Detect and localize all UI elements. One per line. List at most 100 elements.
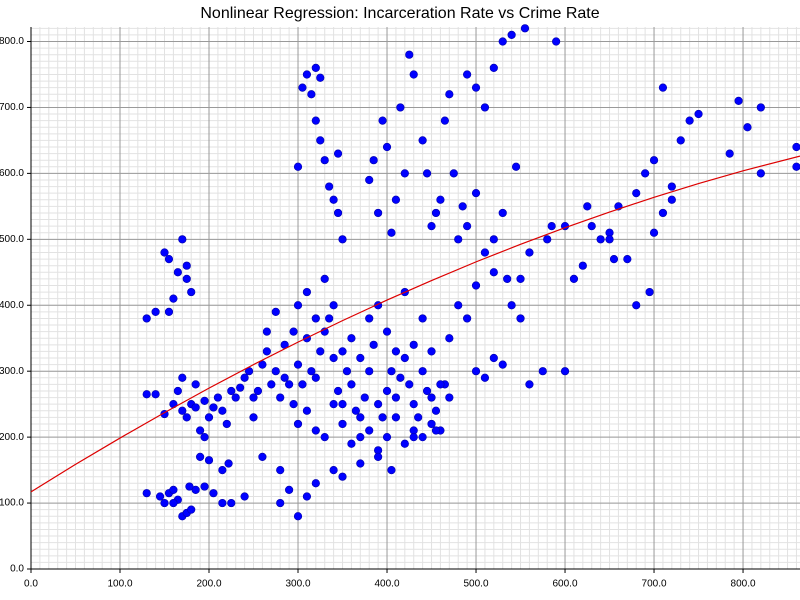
- y-tick-label: 600.0: [0, 168, 24, 179]
- scatter-point: [182, 274, 191, 283]
- scatter-point: [427, 222, 436, 231]
- scatter-point: [365, 314, 374, 323]
- scatter-point: [725, 149, 734, 158]
- scatter-point: [285, 485, 294, 494]
- scatter-point: [623, 254, 632, 264]
- x-tick-label: 800.0: [731, 579, 756, 590]
- x-tick-label: 500.0: [464, 579, 489, 590]
- scatter-point: [382, 386, 392, 396]
- scatter-point: [463, 222, 472, 231]
- scatter-point: [333, 208, 343, 218]
- scatter-point: [552, 37, 561, 46]
- scatter-point: [293, 301, 303, 310]
- scatter-point: [311, 116, 320, 125]
- scatter-point: [440, 116, 449, 125]
- scatter-point: [316, 347, 325, 356]
- scatter-point: [329, 465, 338, 475]
- scatter-point: [480, 373, 490, 382]
- scatter-point: [182, 413, 191, 422]
- scatter-point: [463, 314, 472, 323]
- scatter-point: [507, 30, 516, 40]
- scatter-point: [400, 169, 409, 178]
- scatter-point: [418, 367, 427, 376]
- scatter-point: [325, 182, 334, 191]
- scatter-point: [756, 169, 765, 178]
- scatter-point: [249, 393, 258, 402]
- scatter-point: [325, 314, 334, 323]
- scatter-point: [480, 248, 490, 257]
- scatter-point: [289, 400, 298, 409]
- scatter-point: [378, 116, 387, 125]
- scatter-point: [169, 485, 178, 494]
- scatter-point: [338, 347, 347, 356]
- scatter-point: [320, 433, 329, 442]
- scatter-point: [649, 156, 659, 165]
- scatter-point: [271, 307, 280, 316]
- scatter-point: [338, 472, 347, 481]
- scatter-point: [240, 373, 249, 382]
- scatter-point: [471, 367, 481, 376]
- scatter-point: [320, 274, 329, 283]
- scatter-point: [240, 492, 249, 501]
- scatter-point: [187, 505, 196, 514]
- scatter-point: [369, 156, 378, 165]
- scatter-point: [387, 367, 396, 376]
- scatter-point: [387, 465, 396, 475]
- scatter-point: [409, 340, 418, 349]
- scatter-point: [271, 367, 280, 376]
- scatter-point: [333, 386, 343, 396]
- scatter-point: [489, 268, 498, 277]
- scatter-point: [164, 254, 174, 264]
- scatter-point: [333, 149, 343, 158]
- scatter-point: [449, 169, 458, 178]
- scatter-point: [160, 248, 169, 257]
- scatter-point: [458, 202, 467, 211]
- scatter-point: [262, 327, 271, 336]
- scatter-point: [342, 367, 352, 376]
- scatter-point: [427, 393, 436, 402]
- scatter-point: [329, 400, 338, 409]
- scatter-point: [609, 254, 619, 264]
- scatter-point: [302, 492, 312, 501]
- y-tick-label: 500.0: [0, 234, 24, 245]
- scatter-point: [311, 63, 320, 72]
- scatter-point: [436, 380, 445, 389]
- scatter-point: [418, 136, 427, 145]
- scatter-point: [605, 235, 614, 244]
- scatter-point: [285, 380, 294, 389]
- x-tick-label: 400.0: [375, 579, 400, 590]
- scatter-point: [347, 439, 356, 448]
- scatter-point: [391, 413, 401, 422]
- scatter-point: [276, 465, 285, 475]
- scatter-point: [463, 70, 472, 79]
- scatter-point: [409, 400, 418, 409]
- scatter-point: [356, 413, 365, 422]
- scatter-point: [498, 208, 507, 218]
- x-tick-label: 200.0: [196, 579, 221, 590]
- scatter-point: [178, 373, 187, 382]
- scatter-point: [431, 406, 441, 415]
- scatter-point: [454, 301, 463, 310]
- scatter-point: [276, 393, 285, 402]
- x-tick-label: 600.0: [553, 579, 578, 590]
- x-tick-label: 100.0: [107, 579, 132, 590]
- scatter-point: [307, 90, 316, 99]
- scatter-point: [258, 360, 267, 369]
- scatter-point: [498, 37, 507, 46]
- scatter-point: [173, 386, 182, 396]
- scatter-point: [200, 482, 209, 491]
- scatter-point: [191, 380, 200, 389]
- scatter-point: [382, 327, 392, 336]
- scatter-point: [391, 195, 401, 204]
- scatter-point: [253, 386, 263, 396]
- scatter-point: [338, 419, 347, 429]
- scatter-point: [507, 301, 516, 310]
- scatter-point: [360, 393, 369, 402]
- scatter-point: [369, 340, 378, 349]
- y-tick-label: 200.0: [0, 432, 24, 443]
- scatter-point: [302, 406, 312, 415]
- scatter-point: [209, 403, 218, 412]
- scatter-point: [298, 83, 307, 92]
- scatter-point: [471, 189, 481, 198]
- scatter-point: [405, 380, 414, 389]
